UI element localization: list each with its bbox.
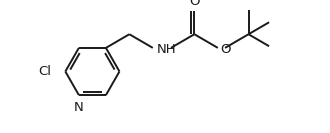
Text: O: O bbox=[189, 0, 200, 8]
Text: Cl: Cl bbox=[39, 65, 51, 78]
Text: NH: NH bbox=[157, 43, 176, 56]
Text: N: N bbox=[74, 101, 84, 114]
Text: O: O bbox=[220, 43, 231, 56]
